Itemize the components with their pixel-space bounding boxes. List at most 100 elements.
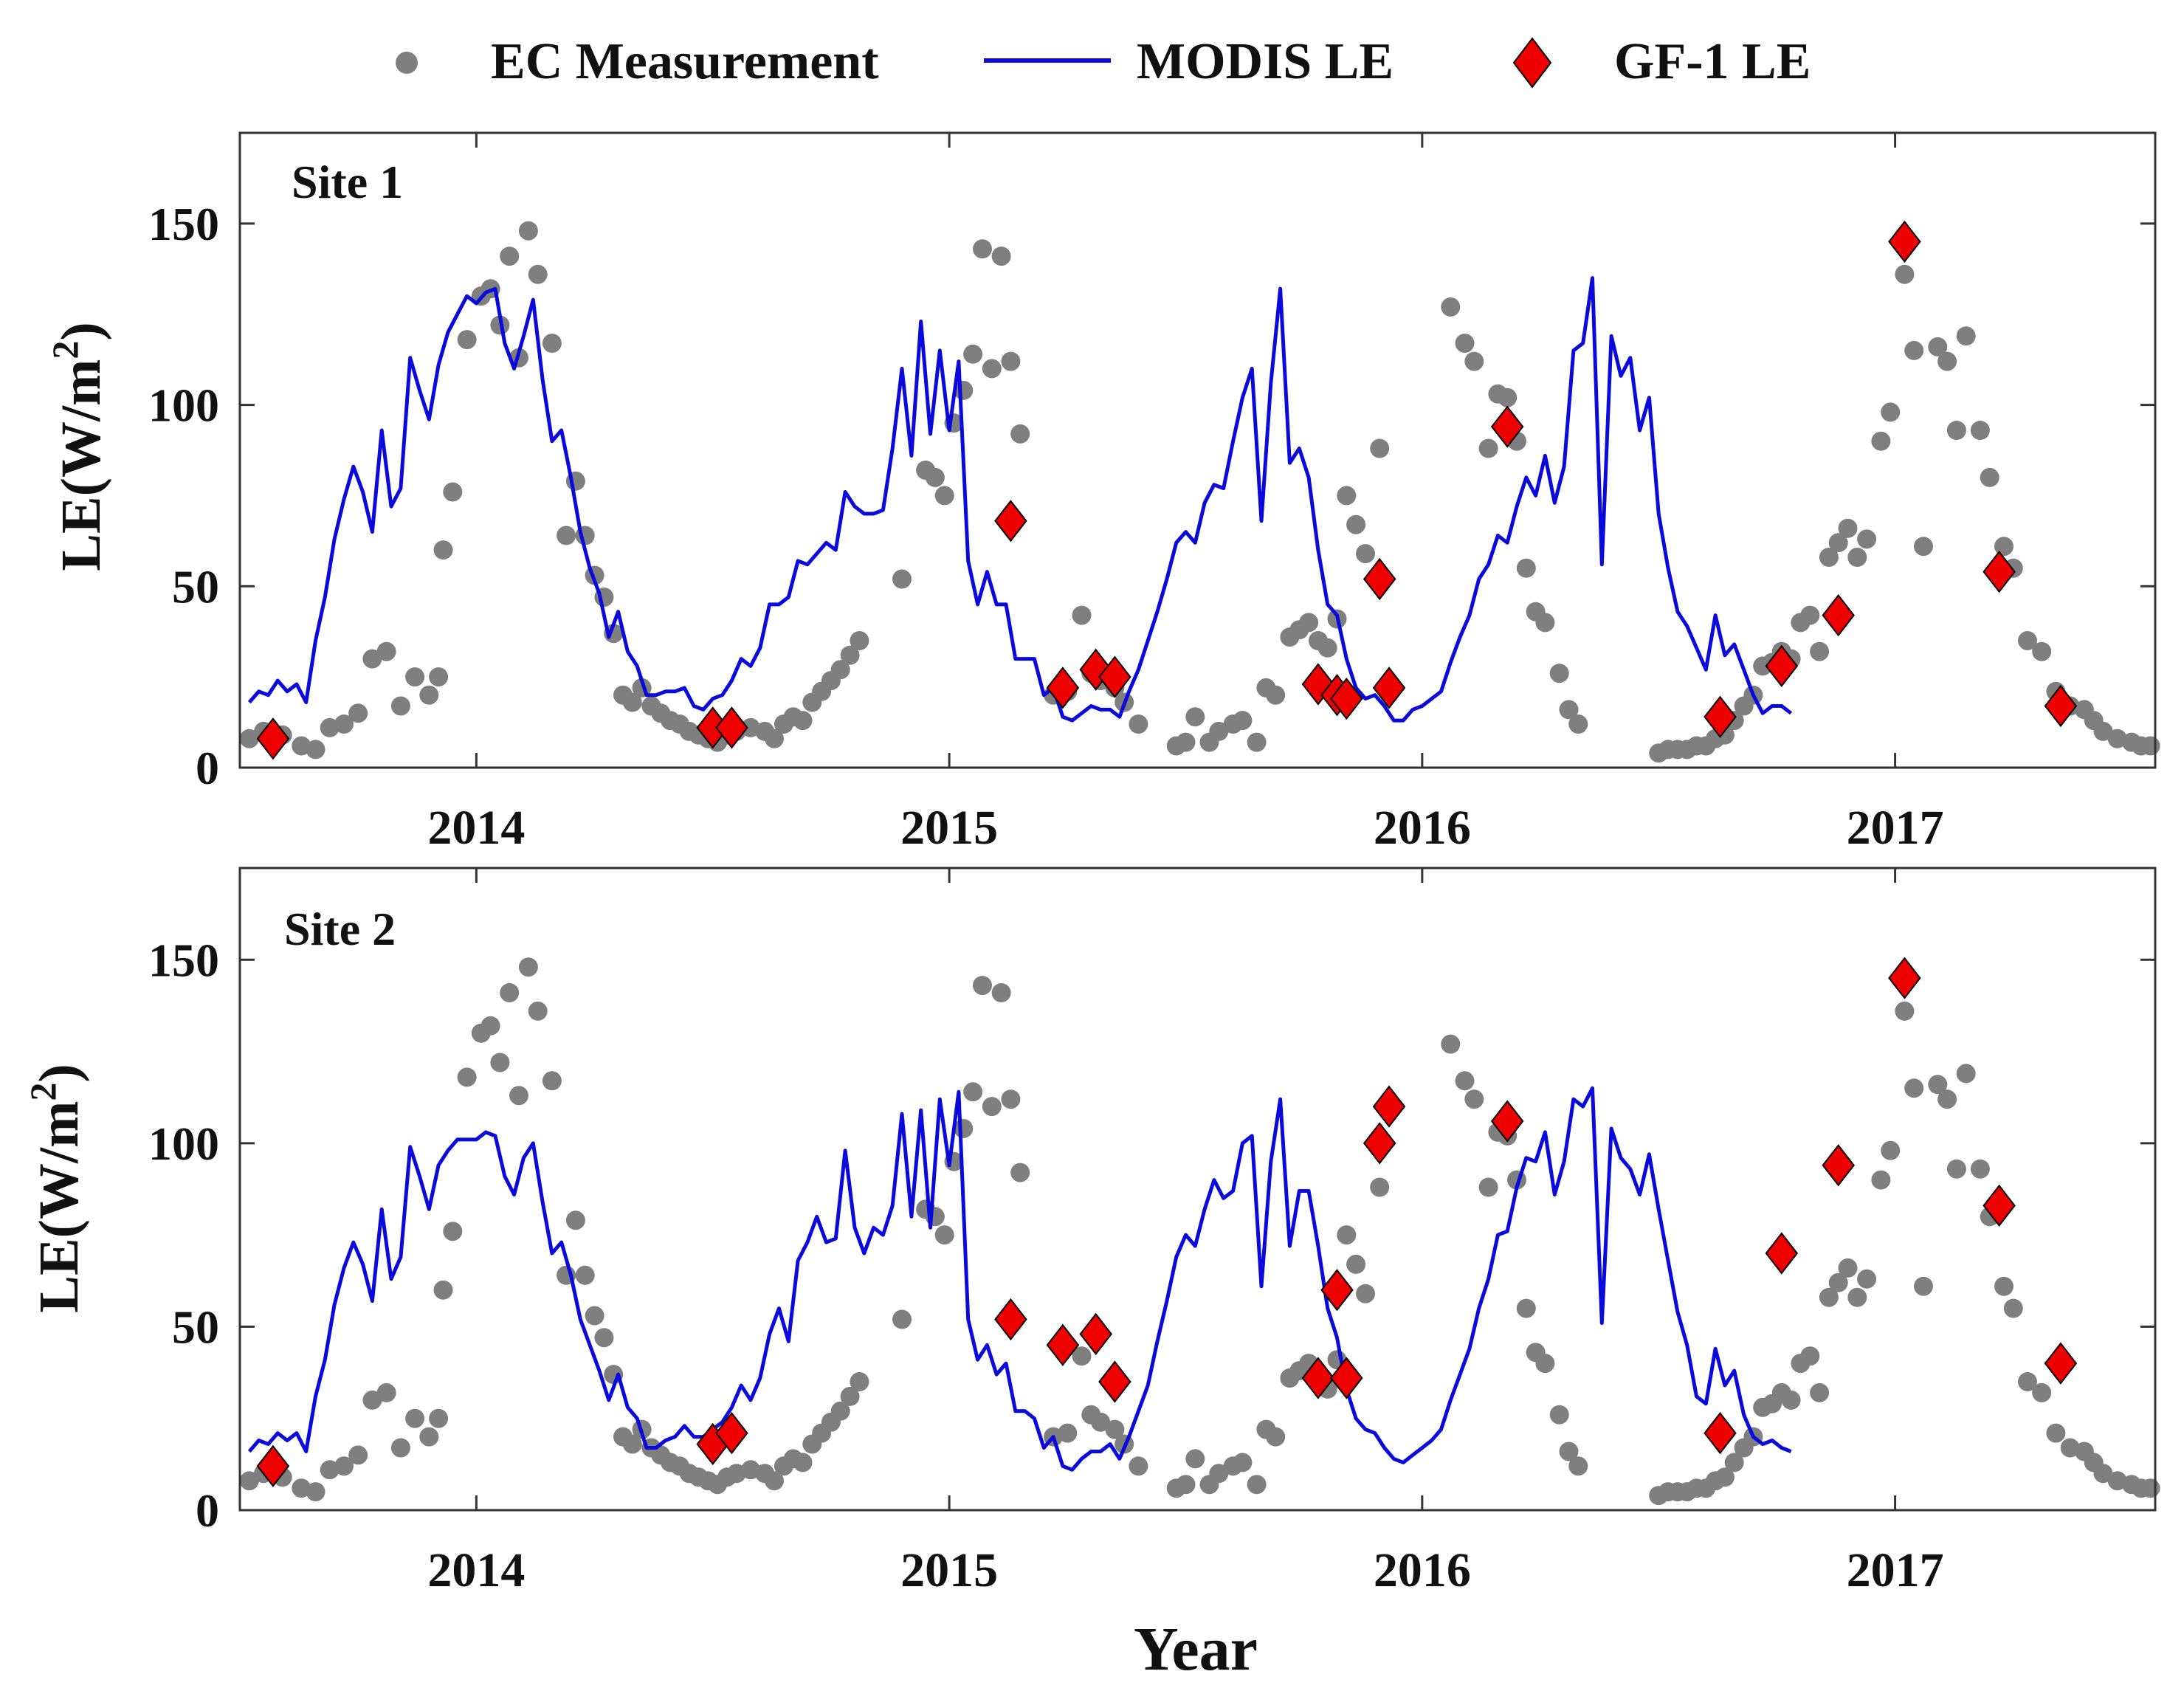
ec-point	[1209, 1464, 1229, 1484]
ec-point	[1970, 1159, 1990, 1179]
ec-point	[429, 667, 449, 687]
ec-point	[1904, 1078, 1924, 1098]
ec-point	[2018, 631, 2037, 650]
ec-point	[528, 1001, 548, 1021]
panel-site-1: 0 50 100 150 2014 2015 2016 2017 Site 1 LE(W/m…	[44, 131, 2160, 855]
gf1-point	[994, 1298, 1027, 1341]
y-tick-label: 150	[148, 934, 219, 986]
ec-point	[1464, 351, 1484, 371]
ec-point	[1881, 402, 1901, 422]
ec-point	[1946, 421, 1966, 440]
gf1-point	[994, 500, 1027, 543]
ec-point	[1058, 1423, 1078, 1443]
ec-point	[1356, 1284, 1375, 1303]
ec-point	[1247, 732, 1267, 752]
ec-point	[1956, 1064, 1976, 1084]
ec-point	[2032, 641, 2052, 661]
ec-point	[1091, 1412, 1111, 1432]
ec-point	[518, 221, 538, 241]
ec-point	[1455, 1071, 1475, 1091]
x-tick-label: 2014	[427, 801, 525, 855]
ec-point	[1819, 1287, 1839, 1307]
ec-point	[490, 1053, 510, 1072]
panel-title: Site 2	[284, 903, 396, 955]
ec-point	[1356, 544, 1375, 564]
ec-point	[973, 976, 992, 996]
ec-point	[982, 359, 1002, 379]
ec-point	[443, 1222, 463, 1241]
ec-point	[892, 569, 912, 589]
ec-point	[557, 526, 576, 545]
ec-point	[239, 1471, 259, 1491]
legend-ec-marker	[396, 52, 418, 74]
ec-point	[1441, 297, 1461, 317]
ec-point	[2093, 1464, 2113, 1484]
ec-point	[433, 540, 453, 560]
ec-point	[982, 1097, 1002, 1117]
gf1-point	[256, 717, 290, 760]
ec-point	[1994, 537, 2014, 557]
ec-point	[1904, 340, 1924, 360]
ec-point	[1001, 351, 1021, 371]
ec-point	[306, 1482, 325, 1502]
ec-point	[850, 631, 869, 650]
gf1-point	[1098, 655, 1131, 698]
ec-point	[1871, 1170, 1891, 1190]
ec-point	[1129, 714, 1148, 734]
ec-point	[390, 696, 410, 716]
ec-point	[1516, 558, 1536, 578]
gf1-point	[1765, 644, 1799, 688]
ec-point	[2046, 1423, 2066, 1443]
gf1-le-series	[256, 957, 2078, 1487]
ec-point	[1810, 1382, 1830, 1402]
gf1-point	[1098, 1360, 1131, 1403]
ec-point	[1247, 1475, 1267, 1495]
ec-point	[793, 1453, 813, 1473]
ec-point	[1370, 1177, 1390, 1197]
ec-point	[1800, 1346, 1820, 1366]
ec-point	[991, 247, 1011, 266]
legend-modis-label: MODIS LE	[1137, 33, 1394, 90]
y-axis-label: LE(W/m2)	[22, 1064, 90, 1312]
ec-point	[334, 1456, 354, 1476]
ec-point	[1956, 326, 1976, 346]
ec-point	[1370, 438, 1390, 458]
plot-frame	[238, 867, 2157, 1512]
ec-point	[1549, 1405, 1569, 1425]
ec-point	[376, 641, 396, 661]
ec-point	[239, 729, 259, 748]
ec-point	[1266, 685, 1286, 705]
ec-point	[991, 983, 1011, 1002]
ec-point	[1724, 1453, 1744, 1473]
ec-point	[1800, 605, 1820, 625]
y-tick-label: 100	[148, 1117, 219, 1170]
ec-point	[1857, 1269, 1877, 1289]
ec-point	[830, 1401, 850, 1421]
ec-point	[1516, 1298, 1536, 1318]
modis-le-line	[247, 1086, 1792, 1472]
panel-title: Site 1	[292, 156, 403, 208]
ec-point	[500, 983, 520, 1002]
ec-point	[1317, 638, 1337, 658]
gf1-point	[1330, 677, 1363, 720]
ec-point	[1715, 1467, 1735, 1487]
ec-point	[2093, 721, 2113, 741]
ec-point	[2032, 1382, 2052, 1402]
legend-ec-label: EC Measurement	[491, 33, 879, 90]
gf1-point	[2044, 1342, 2078, 1385]
ec-point	[1559, 1442, 1579, 1461]
ec-point	[1233, 1453, 1253, 1473]
ec-point	[575, 1265, 595, 1285]
gf1-point	[1983, 1184, 2016, 1227]
ec-point	[306, 740, 325, 760]
ec-point	[1535, 1354, 1555, 1374]
ec-point	[622, 692, 642, 712]
ec-point	[840, 645, 860, 665]
y-axis: 0 50 100 150	[148, 934, 2155, 1537]
ec-point	[542, 334, 562, 353]
ec-point	[830, 660, 850, 680]
ec-point	[1233, 711, 1253, 731]
ec-point	[1549, 664, 1569, 683]
ec-point	[925, 467, 945, 487]
gf1-point	[1372, 667, 1406, 709]
